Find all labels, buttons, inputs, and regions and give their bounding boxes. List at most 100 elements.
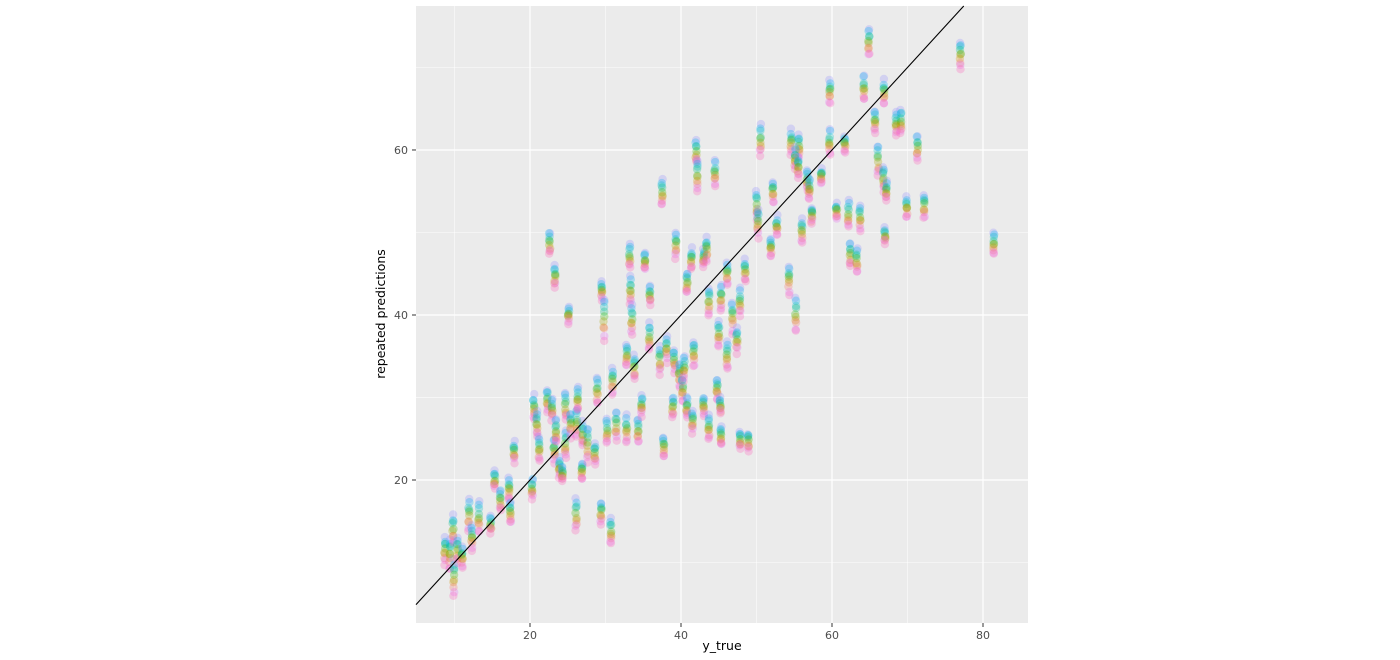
data-point: [716, 407, 725, 416]
data-point: [550, 270, 560, 280]
data-point: [457, 542, 467, 551]
data-point: [882, 189, 891, 198]
data-point: [561, 433, 571, 442]
data-point: [702, 255, 711, 264]
data-point: [913, 138, 922, 147]
data-point: [561, 410, 571, 419]
data-point: [794, 134, 804, 143]
data-point: [670, 368, 679, 378]
data-point: [485, 513, 495, 523]
data-point: [550, 459, 559, 468]
data-point: [871, 119, 880, 129]
data-point: [449, 538, 458, 547]
data-point: [712, 379, 722, 388]
data-point: [550, 265, 559, 275]
data-point: [545, 232, 554, 241]
data-point: [578, 462, 587, 471]
data-point: [669, 346, 679, 355]
data-point: [846, 261, 855, 271]
data-point: [475, 497, 484, 506]
data-point: [626, 271, 635, 281]
data-point: [490, 477, 499, 486]
data-point: [702, 241, 711, 250]
data-point: [768, 184, 777, 193]
data-point: [655, 341, 665, 351]
data-point: [510, 452, 519, 461]
data-point: [874, 165, 883, 174]
data-point: [859, 79, 868, 88]
data-point: [659, 449, 668, 458]
data-point: [547, 402, 556, 411]
data-point: [564, 310, 573, 319]
data-point: [896, 114, 905, 123]
data-point: [608, 367, 618, 377]
data-point: [448, 516, 458, 525]
data-point: [882, 176, 891, 185]
data-point: [680, 363, 689, 372]
data-point: [550, 264, 559, 274]
data-point: [689, 347, 698, 356]
data-point: [637, 408, 646, 417]
data-point: [744, 431, 753, 440]
data-point: [794, 153, 803, 162]
data-point: [597, 285, 606, 295]
data-point: [786, 124, 796, 133]
data-point: [688, 413, 697, 422]
data-point: [672, 237, 681, 246]
data-point: [732, 349, 741, 359]
data-point: [662, 332, 672, 341]
data-point: [453, 540, 462, 549]
data-point: [622, 433, 632, 442]
data-point: [716, 392, 725, 402]
data-points-layer: [440, 25, 999, 600]
data-point: [669, 348, 678, 358]
data-point: [645, 291, 654, 301]
data-point: [752, 204, 761, 214]
data-point: [597, 296, 607, 306]
data-point: [528, 476, 537, 485]
data-point: [626, 290, 635, 299]
data-point: [637, 391, 646, 400]
data-point: [682, 408, 692, 417]
data-point: [772, 219, 781, 228]
data-point: [773, 224, 782, 233]
data-point: [669, 398, 678, 407]
data-point: [527, 495, 537, 504]
data-point: [825, 87, 834, 97]
data-point: [768, 183, 777, 192]
data-point: [542, 388, 551, 397]
data-point: [766, 244, 775, 253]
data-point: [542, 386, 552, 395]
data-point: [717, 439, 726, 449]
data-point: [633, 415, 643, 424]
data-point: [449, 577, 458, 587]
data-point: [464, 517, 473, 526]
data-point: [825, 126, 835, 136]
data-point: [490, 466, 499, 475]
data-point: [699, 394, 709, 403]
data-point: [740, 262, 749, 271]
data-point: [865, 32, 874, 41]
data-point: [506, 515, 515, 524]
data-point: [825, 132, 834, 142]
data-point: [571, 521, 580, 530]
data-point: [723, 266, 732, 275]
data-point: [902, 203, 911, 212]
data-point: [534, 438, 544, 447]
data-point: [704, 416, 713, 425]
data-point: [843, 217, 853, 226]
data-point: [509, 445, 519, 455]
data-point: [841, 141, 850, 150]
data-point: [634, 436, 643, 446]
data-point: [552, 433, 561, 443]
data-point: [752, 194, 761, 203]
data-point: [896, 105, 905, 115]
data-point: [627, 308, 636, 317]
data-point: [864, 36, 873, 46]
data-point: [756, 134, 765, 143]
data-point: [756, 126, 765, 135]
data-point: [741, 274, 750, 284]
data-point: [683, 278, 692, 287]
data-point: [448, 532, 458, 541]
data-point: [723, 340, 732, 350]
